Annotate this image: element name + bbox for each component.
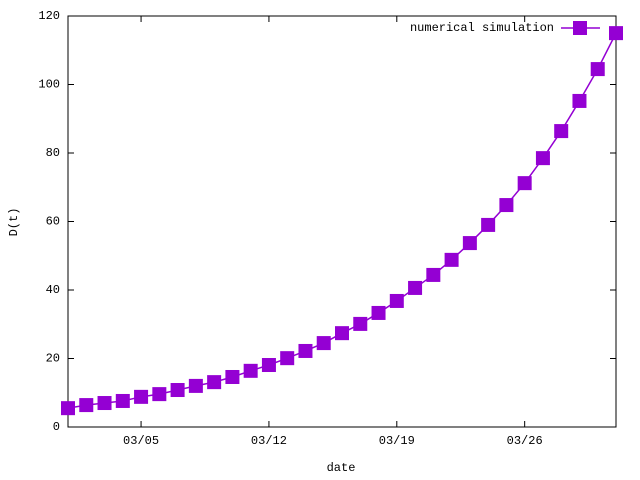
data-point <box>408 280 423 295</box>
y-tick-label: 40 <box>46 283 60 297</box>
x-axis-label: date <box>327 461 356 475</box>
data-point <box>426 267 441 282</box>
data-point <box>590 62 605 77</box>
y-tick-label: 80 <box>46 146 60 160</box>
data-point <box>243 363 258 378</box>
x-tick-label: 03/19 <box>379 434 415 448</box>
data-point <box>535 151 550 166</box>
data-point <box>152 387 167 402</box>
legend-marker <box>573 21 587 35</box>
data-point <box>207 375 222 390</box>
data-point <box>79 398 94 413</box>
data-point <box>499 198 514 213</box>
y-tick-label: 120 <box>38 9 60 23</box>
y-tick-label: 100 <box>38 78 60 92</box>
data-line <box>67 32 617 409</box>
y-tick-label: 0 <box>53 420 60 434</box>
data-point <box>371 305 386 320</box>
data-point <box>261 358 276 373</box>
y-tick-label: 60 <box>46 215 60 229</box>
data-point <box>170 383 185 398</box>
x-tick-label: 03/05 <box>123 434 159 448</box>
data-point <box>481 217 496 232</box>
data-point <box>298 343 313 358</box>
data-point <box>188 378 203 393</box>
legend-label: numerical simulation <box>410 21 554 35</box>
data-point <box>517 176 532 191</box>
data-point <box>280 351 295 366</box>
data-point <box>115 393 130 408</box>
data-point <box>97 396 112 411</box>
x-tick-label: 03/12 <box>251 434 287 448</box>
data-point <box>61 401 75 416</box>
data-point <box>554 124 569 139</box>
plot-frame <box>67 15 617 428</box>
y-axis-label: D(t) <box>7 208 21 237</box>
x-tick-label: 03/26 <box>507 434 543 448</box>
data-point <box>316 336 331 351</box>
data-point <box>609 26 623 41</box>
data-point <box>389 293 404 308</box>
data-point <box>353 316 368 331</box>
y-tick-label: 20 <box>46 352 60 366</box>
data-point <box>134 389 149 404</box>
data-point <box>225 369 240 384</box>
data-point <box>335 326 349 341</box>
data-point <box>572 93 587 108</box>
data-point <box>462 236 477 251</box>
data-point <box>444 252 459 267</box>
